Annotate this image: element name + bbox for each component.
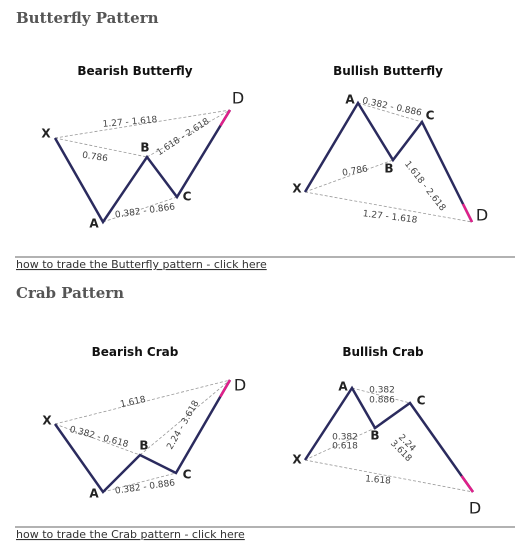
trade-link[interactable]: how to trade the Butterfly pattern - cli… (16, 258, 267, 271)
ratio-label: 0.382 (332, 433, 358, 443)
ratio-label: 0.382 - 0.618 (68, 425, 129, 450)
ratio-line (304, 427, 376, 461)
trade-link[interactable]: how to trade the Crab pattern - click he… (16, 528, 245, 541)
ratio-label: 0.886 (369, 396, 395, 406)
point-label: C (183, 190, 192, 204)
point-label: A (338, 380, 348, 394)
ratio-label: 1.27 - 1.618 (362, 209, 418, 226)
point-label: A (89, 217, 99, 231)
ratio-line (139, 379, 231, 456)
point-label: B (139, 439, 148, 453)
point-label: A (345, 93, 355, 107)
ratio-line (304, 159, 394, 193)
point-label: C (417, 394, 426, 408)
point-label: B (370, 429, 379, 443)
prz-segment (460, 475, 475, 493)
ratio-label: 0.786 (342, 164, 369, 178)
ratio-label: 1.618 (365, 474, 392, 486)
ratio-label: 0.618 (332, 442, 358, 452)
ratio-label: 1.618 (119, 395, 147, 410)
point-label: C (426, 109, 435, 123)
pattern-line (53, 379, 232, 494)
ratio-label: 0.382 - 0.886 (361, 96, 423, 118)
prz-segment (219, 109, 232, 127)
ratio-label: 0.382 - 0.886 (114, 478, 176, 496)
ratio-line (102, 472, 177, 493)
pattern-line (303, 100, 474, 223)
point-label: X (41, 127, 51, 141)
ratio-label: 0.382 - 0.866 (114, 202, 176, 220)
point-label: A (89, 487, 99, 501)
ratio-line (304, 191, 473, 223)
ratio-label: 1.618 - 2.618 (402, 159, 447, 213)
ratio-line (54, 379, 231, 425)
point-label: C (183, 468, 192, 482)
ratio-line (304, 459, 474, 493)
ratio-line (54, 137, 148, 158)
pattern-line (53, 109, 232, 225)
point-label: B (384, 162, 393, 176)
ratio-line (146, 109, 231, 158)
diagram-title: Bullish Crab (342, 345, 424, 359)
prz-segment (219, 379, 232, 398)
diagram-title: Bearish Butterfly (77, 64, 192, 78)
pattern-line (303, 385, 475, 493)
ratio-label: 0.786 (81, 151, 108, 165)
point-label: X (292, 182, 302, 196)
point-label: D (232, 89, 244, 108)
section-title: Butterfly Pattern (16, 9, 159, 27)
ratio-label: 1.27 - 1.618 (102, 115, 158, 130)
ratio-line (54, 423, 141, 456)
ratio-label: 0.382 (369, 386, 395, 396)
ratio-line (54, 109, 231, 139)
prz-segment (461, 203, 474, 223)
diagram-title: Bullish Butterfly (333, 64, 443, 78)
point-label: B (140, 141, 149, 155)
point-label: D (476, 206, 488, 225)
point-label: D (469, 499, 481, 518)
ratio-line (357, 102, 423, 123)
point-label: X (292, 453, 302, 467)
section-title: Crab Pattern (16, 284, 124, 302)
point-label: X (42, 414, 52, 428)
ratio-line (102, 196, 178, 223)
point-label: D (234, 376, 246, 395)
diagram-title: Bearish Crab (92, 345, 179, 359)
ratio-label: 2.24 - 3.618 (165, 399, 201, 452)
